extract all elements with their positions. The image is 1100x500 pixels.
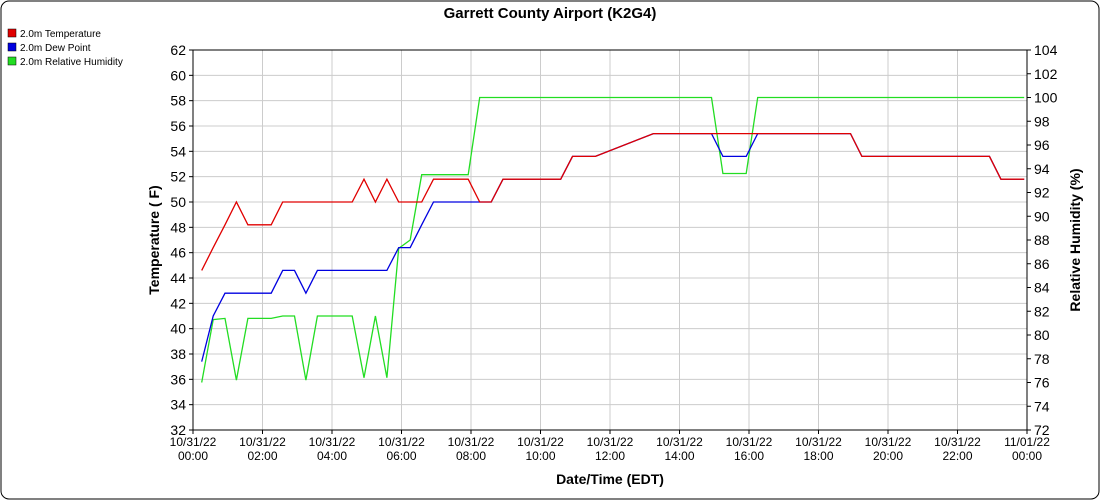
y-tick-label: 46 bbox=[170, 245, 186, 261]
y-tick-label: 32 bbox=[170, 422, 186, 438]
legend-swatch bbox=[7, 56, 17, 66]
x-tick-label: 10/31/22 06:00 bbox=[378, 435, 425, 463]
y2-tick-label: 80 bbox=[1034, 327, 1050, 343]
y2-tick-label: 84 bbox=[1034, 280, 1050, 296]
y-tick-label: 52 bbox=[170, 169, 186, 185]
y-tick-label: 44 bbox=[170, 270, 186, 286]
x-tick-label: 10/31/22 22:00 bbox=[934, 435, 981, 463]
legend-label: 2.0m Relative Humidity bbox=[20, 57, 123, 68]
x-tick-label: 10/31/22 04:00 bbox=[309, 435, 356, 463]
y-axis-label: Temperature ( F) bbox=[146, 185, 162, 294]
series-line bbox=[201, 132, 1025, 362]
y-tick-label: 36 bbox=[170, 371, 186, 387]
x-tick-label: 11/01/22 00:00 bbox=[1004, 435, 1050, 463]
legend-label: 2.0m Temperature bbox=[20, 29, 101, 40]
y-tick-label: 42 bbox=[170, 295, 186, 311]
y2-tick-label: 78 bbox=[1034, 351, 1050, 367]
x-tick-label: 10/31/22 02:00 bbox=[239, 435, 286, 463]
y2-tick-label: 98 bbox=[1034, 113, 1050, 129]
x-tick-label: 10/31/22 12:00 bbox=[587, 435, 634, 463]
y-tick-label: 54 bbox=[170, 143, 186, 159]
series-line bbox=[201, 132, 1025, 271]
legend-swatch bbox=[7, 28, 17, 38]
y-tick-label: 60 bbox=[170, 67, 186, 83]
y2-tick-label: 102 bbox=[1034, 66, 1058, 82]
y-tick-label: 48 bbox=[170, 219, 186, 235]
chart-title: Garrett County Airport (K2G4) bbox=[444, 5, 657, 22]
y-tick-label: 56 bbox=[170, 118, 186, 134]
y2-tick-label: 76 bbox=[1034, 375, 1050, 391]
y2-tick-label: 104 bbox=[1034, 42, 1058, 58]
legend-swatch bbox=[7, 42, 17, 52]
y2-tick-label: 92 bbox=[1034, 185, 1050, 201]
x-tick-label: 10/31/22 00:00 bbox=[170, 435, 217, 463]
y2-axis-label: Relative Humidity (%) bbox=[1067, 168, 1083, 311]
x-axis-label: Date/Time (EDT) bbox=[556, 471, 664, 487]
plot-border bbox=[192, 49, 1028, 431]
y2-tick-label: 74 bbox=[1034, 398, 1050, 414]
y-tick-label: 38 bbox=[170, 346, 186, 362]
y2-tick-label: 88 bbox=[1034, 232, 1050, 248]
y2-tick-label: 94 bbox=[1034, 161, 1050, 177]
y2-tick-label: 82 bbox=[1034, 303, 1050, 319]
x-tick-label: 10/31/22 16:00 bbox=[726, 435, 773, 463]
y-tick-label: 50 bbox=[170, 194, 186, 210]
x-tick-label: 10/31/22 18:00 bbox=[795, 435, 842, 463]
y2-tick-label: 100 bbox=[1034, 90, 1058, 106]
y2-tick-label: 96 bbox=[1034, 137, 1050, 153]
y2-tick-label: 90 bbox=[1034, 208, 1050, 224]
y-tick-label: 62 bbox=[170, 42, 186, 58]
x-tick-label: 10/31/22 20:00 bbox=[865, 435, 912, 463]
y2-tick-label: 72 bbox=[1034, 422, 1050, 438]
x-tick-label: 10/31/22 08:00 bbox=[448, 435, 495, 463]
y-tick-label: 58 bbox=[170, 93, 186, 109]
y2-tick-label: 86 bbox=[1034, 256, 1050, 272]
y-tick-label: 40 bbox=[170, 321, 186, 337]
x-tick-label: 10/31/22 14:00 bbox=[656, 435, 703, 463]
x-tick-label: 10/31/22 10:00 bbox=[517, 435, 564, 463]
legend-label: 2.0m Dew Point bbox=[20, 43, 91, 54]
y-tick-label: 34 bbox=[170, 397, 186, 413]
